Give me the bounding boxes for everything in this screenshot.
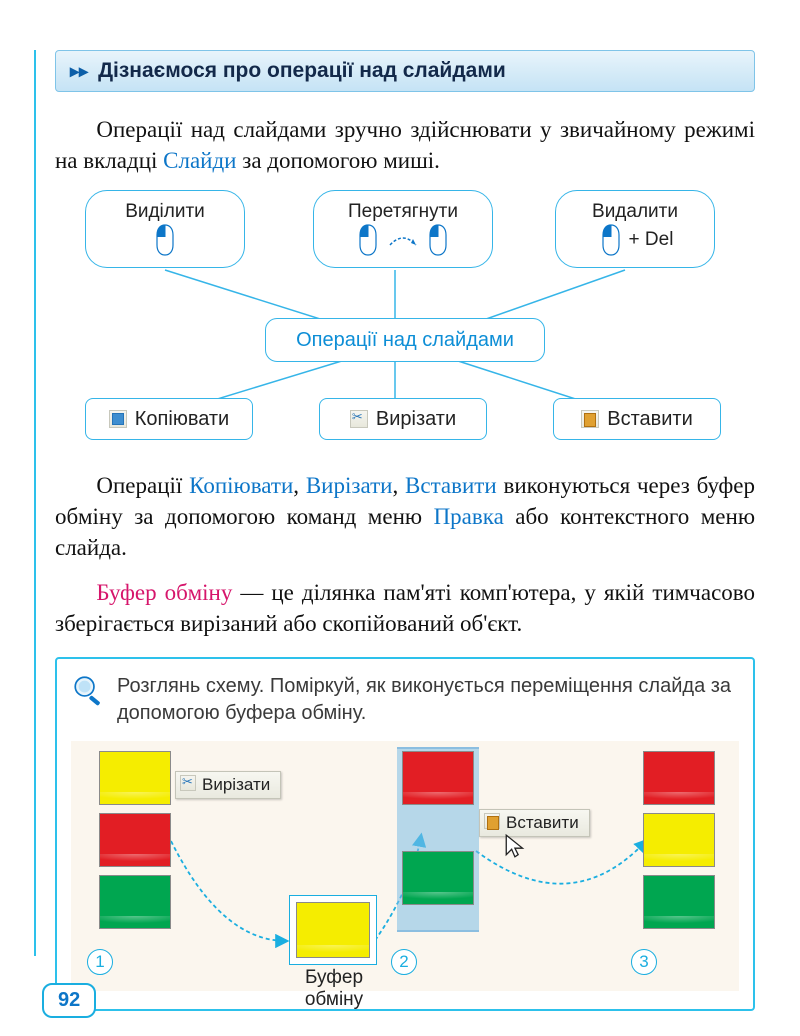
slide-thumb-red [402, 751, 474, 805]
ctx-paste-label: Вставити [506, 813, 579, 833]
node-center: Операції над слайдами [265, 318, 545, 362]
step-2-circle: 2 [391, 949, 417, 975]
scheme-area: Вирізати Буфер обміну Вставити 1 2 3 [71, 741, 739, 991]
mouse-icon [424, 223, 452, 257]
drag-arrow-icon [386, 229, 420, 251]
kw-paste: Вставити [405, 473, 497, 498]
heading-text: Дізнаємося про операції над слайдами [98, 59, 506, 83]
paragraph-2: Операції Копіювати, Вирізати, Вставити в… [55, 470, 755, 563]
slide-thumb-green [643, 875, 715, 929]
node-delete: Видалити + Del [555, 190, 715, 268]
page-number: 92 [42, 983, 96, 1018]
slide-thumb-red [99, 813, 171, 867]
node-copy-label: Копіювати [135, 408, 229, 431]
paste-icon [581, 410, 599, 428]
step-3-circle: 3 [631, 949, 657, 975]
node-select-label: Виділити [125, 201, 205, 223]
cut-icon [350, 410, 368, 428]
buffer-label: Буфер обміну [289, 967, 379, 1011]
node-center-label: Операції над слайдами [296, 329, 514, 352]
node-paste-label: Вставити [607, 408, 693, 431]
buffer-box [289, 895, 377, 965]
mouse-icon [597, 223, 625, 257]
mouse-icon [151, 223, 179, 257]
para1-post: за допомогою миші. [237, 148, 440, 173]
task-header: Розглянь схему. Поміркуй, як виконується… [71, 673, 739, 727]
slide-thumb-yellow [99, 751, 171, 805]
slide-thumb-yellow [296, 902, 370, 958]
slide-thumb-red [643, 751, 715, 805]
task-box: Розглянь схему. Поміркуй, як виконується… [55, 657, 755, 1011]
context-menu-cut[interactable]: Вирізати [175, 771, 281, 799]
node-paste: Вставити [553, 398, 721, 440]
node-cut: Вирізати [319, 398, 487, 440]
node-select: Виділити [85, 190, 245, 268]
slide-thumb-green [402, 851, 474, 905]
kw-copy: Копіювати [189, 473, 293, 498]
kw-cut: Вирізати [306, 473, 393, 498]
paragraph-1: Операції над слайдами зручно здійснювати… [55, 114, 755, 176]
copy-icon [109, 410, 127, 428]
step-1-circle: 1 [87, 949, 113, 975]
cursor-icon [503, 833, 529, 859]
slide-thumb-green [99, 875, 171, 929]
node-delete-label: Видалити [592, 201, 678, 223]
ctx-cut-label: Вирізати [202, 775, 270, 795]
magnifier-icon [71, 673, 105, 707]
kw-buffer: Буфер обміну [96, 580, 232, 605]
node-drag: Перетягнути [313, 190, 493, 268]
mouse-icon [354, 223, 382, 257]
kw-pravka: Правка [434, 504, 504, 529]
paste-icon [484, 813, 500, 829]
node-cut-label: Вирізати [376, 408, 456, 431]
node-drag-label: Перетягнути [348, 201, 458, 223]
operations-diagram: Виділити Перетягнути Видалити + Del Опер… [55, 190, 755, 450]
section-heading: ▸▸ Дізнаємося про операції над слайдами [55, 50, 755, 92]
cut-icon [180, 775, 196, 791]
paragraph-3: Буфер обміну — це ділянка пам'яті комп'ю… [55, 577, 755, 639]
keyword-slaydy: Слайди [163, 148, 236, 173]
node-copy: Копіювати [85, 398, 253, 440]
page-left-rule [34, 50, 36, 956]
context-menu-paste[interactable]: Вставити [479, 809, 590, 837]
task-text: Розглянь схему. Поміркуй, як виконується… [117, 673, 739, 727]
heading-arrow-icon: ▸▸ [70, 61, 88, 82]
node-delete-extra: + Del [629, 229, 674, 251]
slide-thumb-yellow [643, 813, 715, 867]
